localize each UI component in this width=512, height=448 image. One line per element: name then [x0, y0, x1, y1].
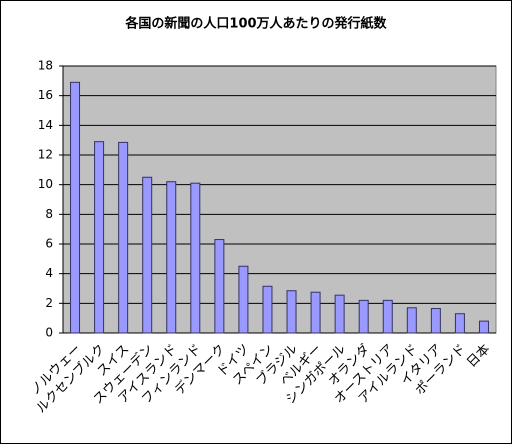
bar — [214, 239, 225, 334]
bar — [430, 308, 441, 334]
bar — [454, 313, 465, 334]
y-tick-label: 10 — [38, 177, 53, 191]
bar — [310, 291, 321, 334]
bar — [286, 290, 297, 334]
bar — [238, 265, 249, 334]
bar — [382, 299, 393, 334]
bar — [358, 299, 369, 334]
bar — [478, 320, 489, 334]
bar — [142, 176, 153, 334]
y-tick-label: 0 — [45, 326, 53, 340]
y-tick-label: 12 — [38, 148, 53, 162]
y-tick-label: 2 — [45, 296, 53, 310]
plot-area — [62, 65, 497, 334]
bar — [166, 181, 177, 334]
bar — [190, 182, 201, 334]
bar — [406, 307, 417, 334]
bar — [262, 285, 273, 334]
y-tick-label: 8 — [45, 207, 53, 221]
y-tick-label: 6 — [45, 237, 53, 251]
bar — [118, 141, 129, 334]
bar — [94, 141, 105, 334]
bar — [334, 294, 345, 334]
chart-title: 各国の新聞の人口100万人あたりの発行紙数 — [124, 16, 387, 32]
y-tick-label: 16 — [38, 88, 53, 102]
y-tick-label: 4 — [45, 266, 53, 280]
y-tick-label: 14 — [38, 118, 53, 132]
bar — [70, 81, 81, 334]
y-tick-label: 18 — [38, 59, 53, 73]
